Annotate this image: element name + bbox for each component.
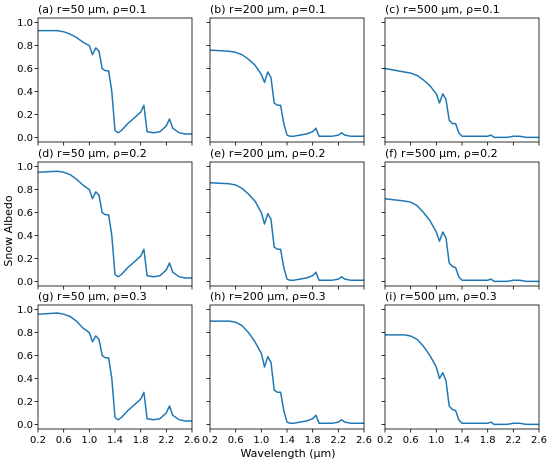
y-tick-label: 0.2 [17,254,33,265]
panel: (i) r=500 μm, ρ=0.3 0.2 0.6 1.0 1.4 1.8 2.2 2.6 [377,290,547,446]
series-line [37,312,192,422]
x-tick-label: 1.8 [305,435,321,446]
panel: (h) r=200 μm, ρ=0.3 0.2 0.6 1.0 1.4 1.8 2.2 2.6 [202,290,372,446]
panel-title: (g) r=50 μm, ρ=0.3 [38,290,147,303]
panel: (b) r=200 μm, ρ=0.1 [206,3,365,146]
series-line [384,67,539,139]
panel: (a) r=50 μm, ρ=0.1 0.0 0.2 0.4 0.6 0.8 1.0 [17,3,193,146]
x-tick-label: 0.2 [202,435,218,446]
series-line [38,29,192,135]
y-axis-label: Snow Albedo [2,195,15,266]
x-tick-label: 1.0 [253,435,269,446]
x-tick-label: 0.6 [403,435,419,446]
y-tick-label: 0.8 [17,185,33,196]
x-tick-label: 1.8 [133,435,149,446]
panel: (g) r=50 μm, ρ=0.3 0.2 0.6 1.0 1.4 1.8 2.2 2.6 0… [17,290,200,446]
panel-title: (c) r=500 μm, ρ=0.1 [385,3,500,16]
x-tick-label: 0.2 [377,435,393,446]
y-tick-label: 1.0 [17,305,33,316]
y-tick-label: 0.4 [17,374,33,385]
x-tick-label: 2.2 [505,435,521,446]
y-tick-label: 0.4 [17,231,33,242]
panel-title: (d) r=50 μm, ρ=0.2 [38,147,147,160]
x-tick-label: 2.2 [158,435,174,446]
y-tick-label: 0.6 [17,351,33,362]
x-tick-label: 1.0 [428,435,444,446]
x-tick-label: 2.6 [184,435,200,446]
y-tick-label: 0.6 [17,64,33,75]
axes-frame [209,17,365,143]
panel: (f) r=500 μm, ρ=0.2 [381,147,540,290]
x-axis-label: Wavelength (μm) [240,447,335,460]
x-tick-label: 1.0 [81,435,97,446]
axes-frame [209,161,365,287]
panel: (c) r=500 μm, ρ=0.1 [381,3,540,146]
axes-frame [384,304,540,430]
panel-title: (f) r=500 μm, ρ=0.2 [385,147,498,160]
x-tick-label: 0.2 [30,435,46,446]
y-tick-label: 0.4 [17,87,33,98]
y-tick-label: 0.2 [17,397,33,408]
panel-title: (i) r=500 μm, ρ=0.3 [385,290,497,303]
panel-grid: (a) r=50 μm, ρ=0.1 0.0 0.2 0.4 0.6 0.8 1.0 (b) … [17,3,547,446]
axes-frame [384,17,540,143]
panel: (d) r=50 μm, ρ=0.2 0.0 0.2 0.4 0.6 0.8 1.0 [17,147,193,290]
series-line [209,181,364,282]
y-tick-label: 0.8 [17,41,33,52]
x-tick-label: 1.4 [454,435,470,446]
axes-frame [209,304,365,430]
x-tick-label: 1.4 [107,435,123,446]
y-tick-label: 0.0 [17,420,33,431]
x-tick-label: 1.4 [279,435,295,446]
panel-title: (a) r=50 μm, ρ=0.1 [38,3,146,16]
series-line [209,49,364,138]
panel-title: (b) r=200 μm, ρ=0.1 [210,3,326,16]
panel: (e) r=200 μm, ρ=0.2 [206,147,365,290]
y-tick-label: 0.6 [17,208,33,219]
y-tick-label: 0.0 [17,133,33,144]
series-line [385,334,539,426]
y-tick-label: 0.2 [17,110,33,121]
series-line [37,170,192,279]
x-tick-label: 0.6 [56,435,72,446]
y-tick-label: 1.0 [17,18,33,29]
panel-title: (h) r=200 μm, ρ=0.3 [210,290,326,303]
x-tick-label: 1.8 [480,435,496,446]
x-tick-label: 2.6 [531,435,547,446]
y-tick-label: 0.8 [17,328,33,339]
x-tick-label: 2.6 [356,435,372,446]
panel-title: (e) r=200 μm, ρ=0.2 [210,147,325,160]
y-tick-label: 0.0 [17,277,33,288]
x-tick-label: 0.6 [228,435,244,446]
y-tick-label: 1.0 [17,162,33,173]
x-tick-label: 2.2 [330,435,346,446]
series-line [210,320,364,425]
series-line [384,197,539,283]
axes-frame [384,161,540,287]
